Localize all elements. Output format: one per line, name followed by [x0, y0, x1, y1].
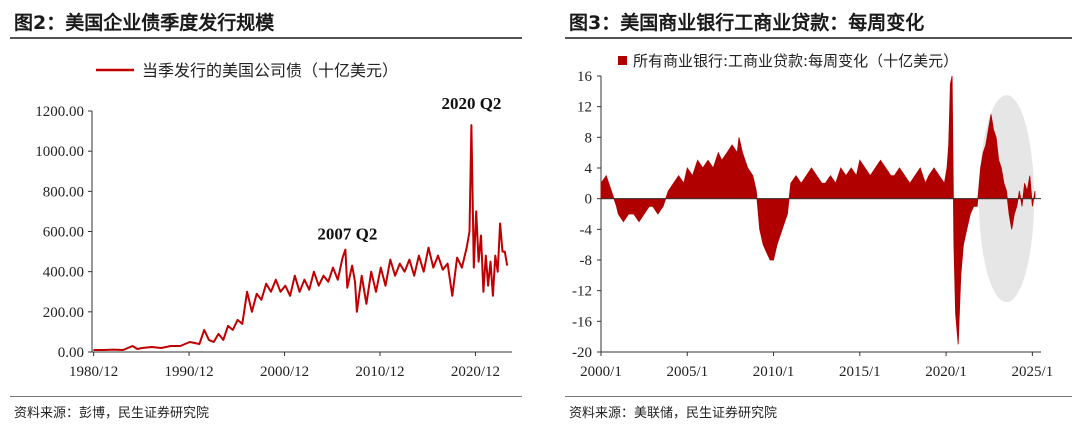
y-tick-label: 0.00: [58, 345, 84, 361]
line-chart: 当季发行的美国公司债（十亿美元） 0.00 200.00 400.00 600.00 80…: [35, 61, 512, 380]
y-tick-label: 12: [577, 100, 592, 116]
annotation-label: 2020 Q2: [441, 94, 501, 113]
y-tick-label: -16: [572, 314, 592, 330]
series-bars: [600, 75, 1036, 345]
source-divider: [565, 396, 1072, 397]
x-tick-label: 2010/12: [355, 364, 404, 380]
x-tick-label: 2000/1: [580, 364, 622, 380]
legend-swatch: [618, 56, 627, 65]
y-tick-label: 4: [585, 161, 593, 177]
y-tick-label: 16: [577, 69, 593, 85]
chart-title: 图3：美国商业银行工商业贷款：每周变化: [569, 12, 925, 34]
source-divider: [10, 396, 522, 397]
y-tick-label: -12: [572, 284, 592, 300]
legend-label: 当季发行的美国公司债（十亿美元）: [142, 61, 398, 80]
y-tick-label: -20: [572, 345, 592, 361]
title-divider: [10, 37, 522, 39]
x-tick-label: 2020/12: [451, 364, 500, 380]
x-tick-label: 2000/12: [260, 364, 309, 380]
series-line: [93, 124, 509, 351]
x-tick-label: 2015/1: [839, 364, 881, 380]
y-tick-label: 400.00: [43, 265, 84, 281]
chart-title: 图2：美国企业债季度发行规模: [14, 12, 275, 34]
y-tick-label: 600.00: [43, 225, 84, 241]
source-note: 资料来源：美联储，民生证券研究院: [569, 406, 778, 421]
x-tick-label: 2010/1: [753, 364, 795, 380]
x-tick-label: 2020/1: [925, 364, 967, 380]
source-note: 资料来源：彭博，民生证券研究院: [14, 406, 210, 421]
y-tick-label: 800.00: [43, 184, 84, 200]
y-tick-label: 0: [585, 192, 593, 208]
y-tick-label: -8: [580, 253, 593, 269]
legend-label: 所有商业银行:工商业贷款:每周变化（十亿美元）: [633, 52, 958, 70]
x-tick-label: 1990/12: [164, 364, 213, 380]
x-tick-label: 2025/1: [1012, 364, 1054, 380]
y-tick-label: -4: [580, 222, 593, 238]
y-tick-label: 200.00: [43, 305, 84, 321]
y-tick-label: 8: [585, 130, 593, 146]
x-tick-label: 2005/1: [666, 364, 708, 380]
y-tick-label: 1000.00: [35, 144, 84, 160]
chart-panel-ci-loans: 图3：美国商业银行工商业贷款：每周变化 所有商业银行:工商业贷款:每周变化（十亿…: [555, 0, 1080, 435]
bar-chart: 所有商业银行:工商业贷款:每周变化（十亿美元） -20 -16 -12 -8 -4 0 4 8 1…: [572, 52, 1054, 380]
x-tick-label: 1980/12: [69, 364, 118, 380]
title-divider: [565, 37, 1072, 39]
y-tick-label: 1200.00: [35, 104, 84, 120]
annotation-label: 2007 Q2: [317, 225, 377, 244]
chart-panel-issuance: 图2：美国企业债季度发行规模 当季发行的美国公司债（十亿美元） 0.00 200.0…: [0, 0, 530, 435]
